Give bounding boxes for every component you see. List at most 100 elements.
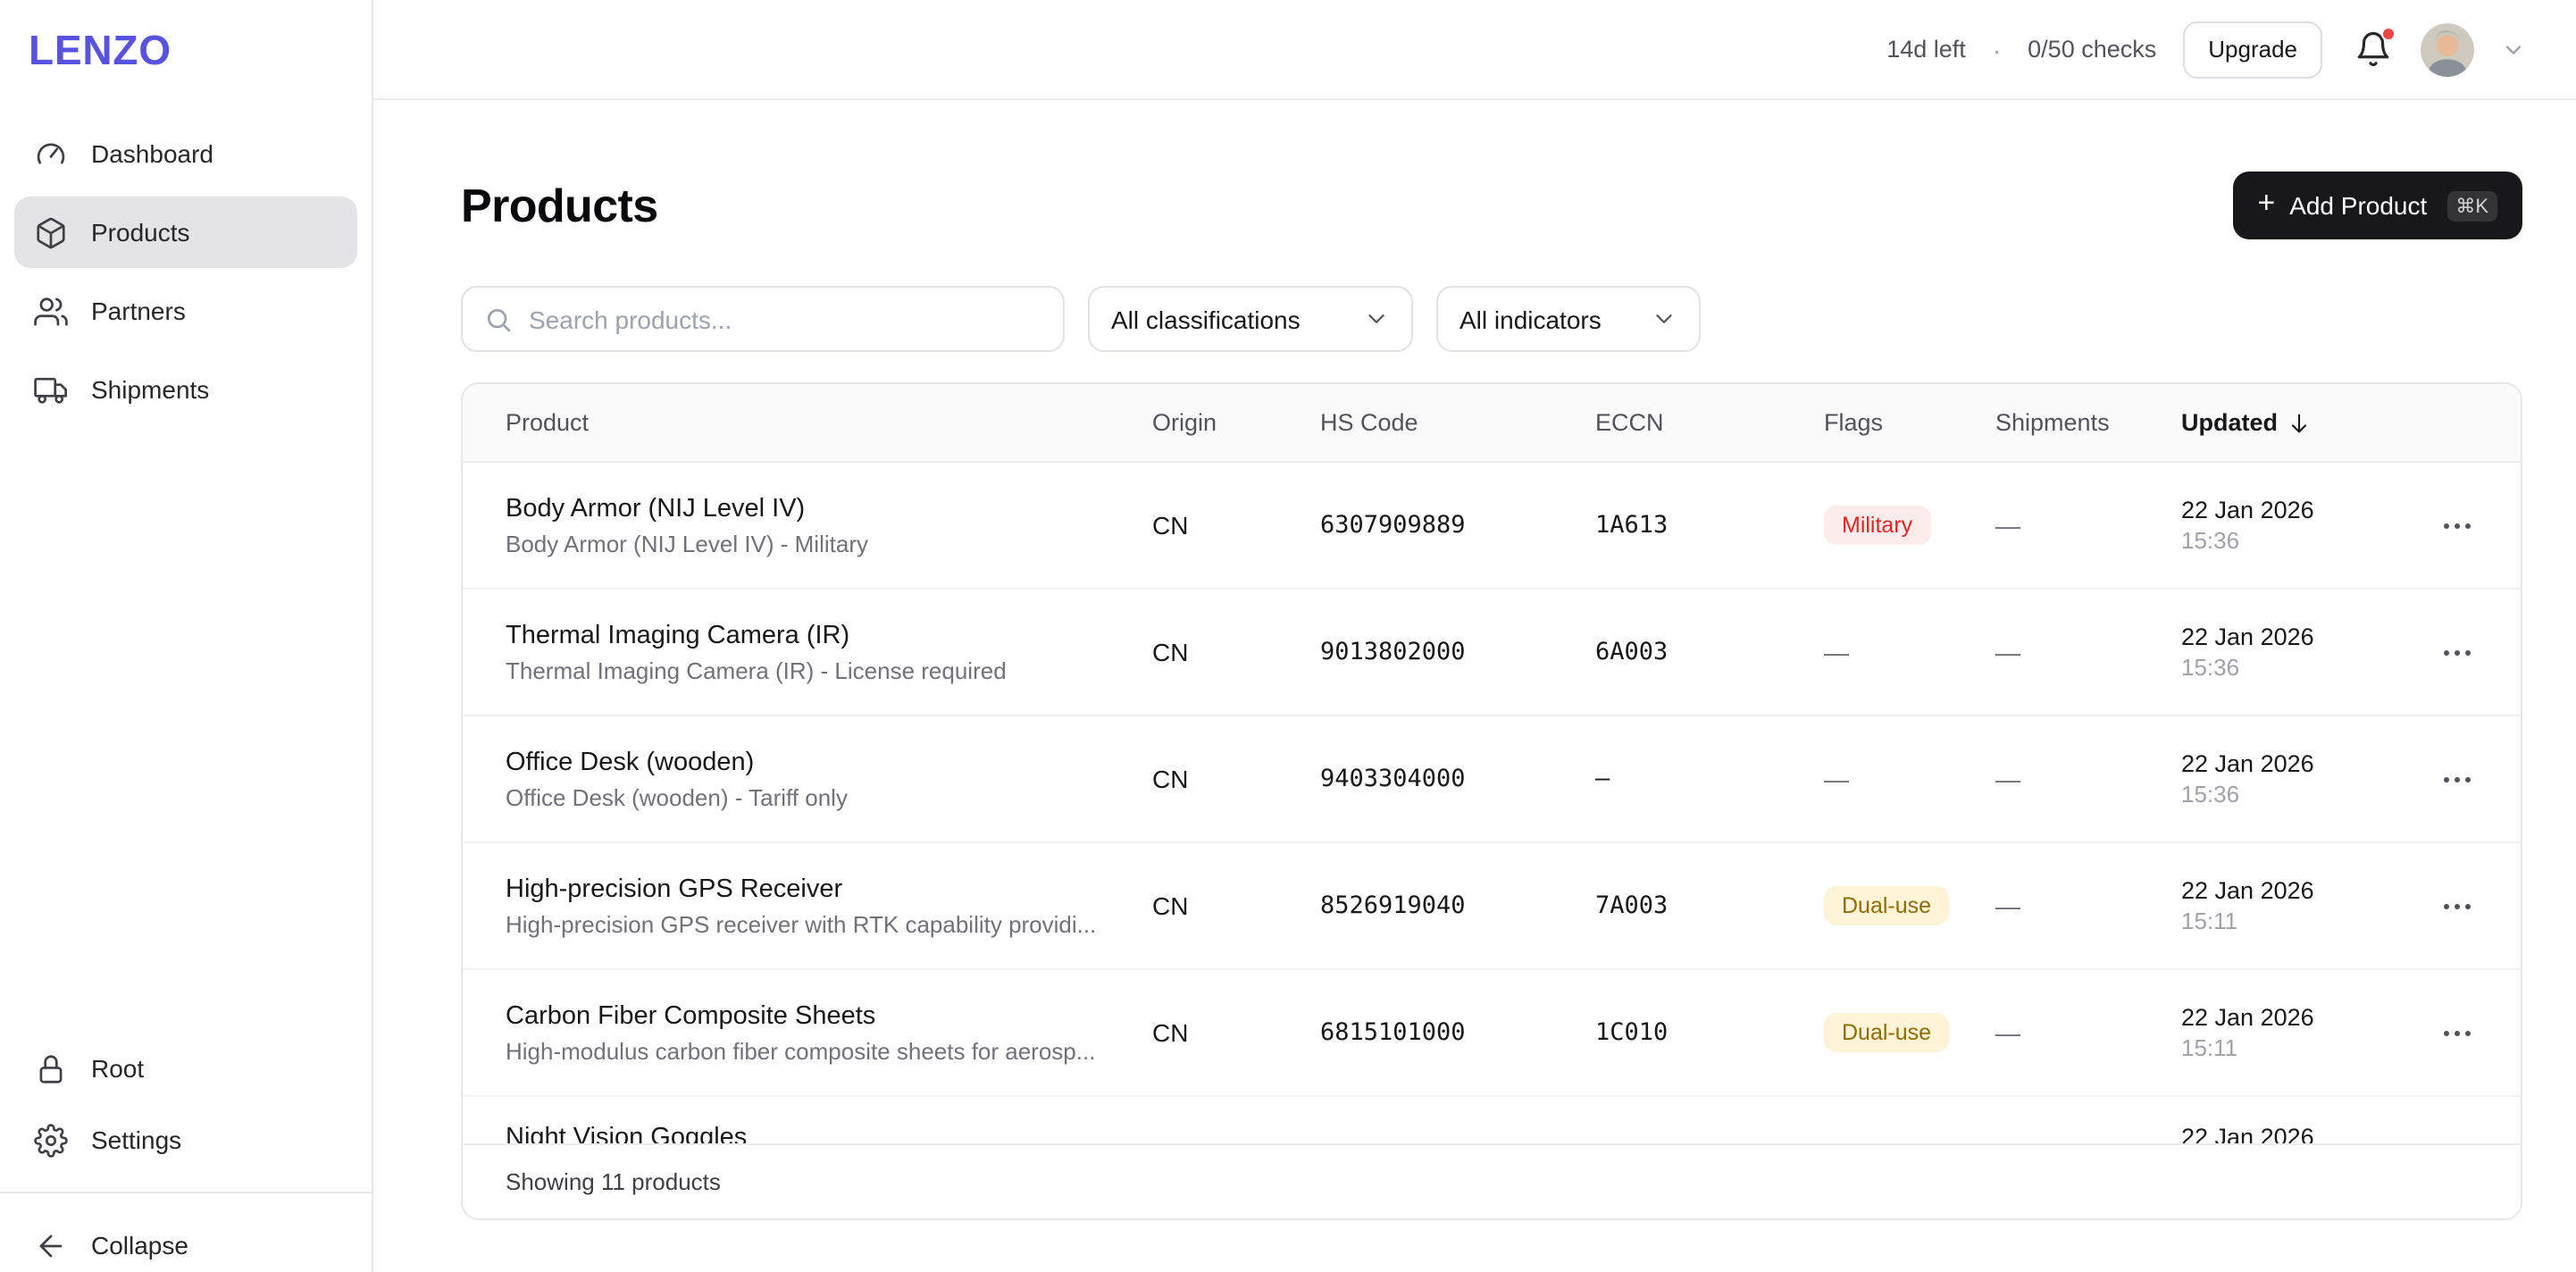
table-row[interactable]: Thermal Imaging Camera (IR) Thermal Imag…: [463, 590, 2521, 716]
column-header-hs-code[interactable]: HS Code: [1320, 409, 1418, 436]
flag-badge-military: Military: [1824, 506, 1931, 545]
updated-cell: 22 Jan 2026 15:36: [2181, 497, 2431, 554]
shipments-cell: —: [1995, 765, 2020, 793]
table-row[interactable]: High-precision GPS Receiver High-precisi…: [463, 843, 2521, 970]
top-bar: 14d left · 0/50 checks Upgrade: [373, 0, 2576, 100]
updated-cell: 22 Jan 2026 15:11: [2181, 877, 2431, 934]
sidebar-nav: Dashboard Products Partners Shipments: [0, 100, 372, 425]
product-cell: High-precision GPS Receiver High-precisi…: [506, 874, 1152, 937]
sidebar-item-products[interactable]: Products: [14, 197, 357, 268]
eccn-cell: 1A613: [1595, 511, 1669, 540]
product-description: High-modulus carbon fiber composite shee…: [506, 1037, 1096, 1064]
row-actions-button[interactable]: [2437, 889, 2478, 923]
sidebar-item-account[interactable]: Root: [14, 1033, 357, 1104]
products-table: Product Origin HS Code ECCN Flags Shipme…: [461, 382, 2522, 1220]
table-row-partial[interactable]: Night Vision Goggles 22 Jan 2026: [463, 1097, 2521, 1143]
column-header-product[interactable]: Product: [506, 409, 590, 436]
updated-time: 15:36: [2181, 781, 2240, 808]
product-cell: Office Desk (wooden) Office Desk (wooden…: [506, 748, 1152, 810]
chevron-down-icon: [2505, 45, 2522, 54]
box-icon: [37, 216, 65, 248]
column-header-eccn[interactable]: ECCN: [1595, 409, 1664, 436]
lock-icon: [39, 1054, 63, 1083]
classifications-filter-dropdown[interactable]: All classifications: [1088, 286, 1413, 352]
sidebar: LENZO Dashboard Products Partners Shipme…: [0, 0, 373, 1272]
product-description: Thermal Imaging Camera (IR) - License re…: [506, 657, 1007, 683]
column-header-flags[interactable]: Flags: [1824, 409, 1884, 436]
column-header-origin[interactable]: Origin: [1152, 409, 1217, 436]
column-header-updated[interactable]: Updated: [2181, 409, 2431, 436]
product-description: High-precision GPS receiver with RTK cap…: [506, 910, 1097, 937]
bell-icon: [2357, 31, 2389, 65]
truck-icon: [34, 376, 67, 403]
updated-time: 15:36: [2181, 527, 2240, 554]
main-content: Products + Add Product ⌘K All classifica…: [373, 100, 2576, 1272]
notification-dot: [2381, 26, 2396, 40]
updated-time: 15:36: [2181, 654, 2240, 681]
sidebar-divider: [0, 1192, 372, 1193]
sidebar-item-label: Dashboard: [91, 139, 213, 168]
product-name: Night Vision Goggles: [506, 1124, 748, 1143]
sidebar-item-label: Products: [91, 218, 190, 247]
row-actions-button[interactable]: [2437, 635, 2478, 669]
flag-badge-dual-use: Dual-use: [1824, 886, 1950, 925]
column-header-shipments[interactable]: Shipments: [1995, 409, 2110, 436]
flags-cell: Dual-use: [1824, 1013, 1995, 1052]
upgrade-button[interactable]: Upgrade: [2183, 21, 2322, 78]
product-description: Body Armor (NIJ Level IV) - Military: [506, 530, 868, 556]
sidebar-item-shipments[interactable]: Shipments: [14, 354, 357, 425]
collapse-label: Collapse: [91, 1231, 188, 1259]
origin-cell: CN: [1152, 511, 1189, 540]
brand-logo: LENZO: [29, 26, 171, 72]
row-actions-button[interactable]: [2437, 1016, 2478, 1050]
add-product-label: Add Product: [2289, 191, 2428, 220]
gear-icon: [34, 1123, 68, 1157]
product-name: Body Armor (NIJ Level IV): [506, 494, 806, 523]
table-row[interactable]: Body Armor (NIJ Level IV) Body Armor (NI…: [463, 463, 2521, 590]
user-avatar[interactable]: [2421, 22, 2474, 76]
filter-bar: All classifications All indicators: [461, 286, 2522, 352]
notifications-button[interactable]: [2354, 26, 2396, 69]
product-name: Office Desk (wooden): [506, 748, 755, 776]
updated-cell: 22 Jan 2026 15:36: [2181, 750, 2431, 808]
indicators-filter-dropdown[interactable]: All indicators: [1436, 286, 1701, 352]
keyboard-shortcut-badge: ⌘K: [2446, 190, 2497, 221]
account-label: Root: [91, 1054, 145, 1083]
hs-code-cell: 6307909889: [1320, 511, 1466, 540]
search-icon: [488, 308, 511, 331]
hs-code-cell: 9403304000: [1320, 765, 1466, 793]
gauge-icon: [37, 142, 65, 163]
product-name: Carbon Fiber Composite Sheets: [506, 1001, 876, 1030]
shipments-cell: —: [1995, 638, 2020, 666]
row-actions-button[interactable]: [2437, 508, 2478, 542]
product-cell: Body Armor (NIJ Level IV) Body Armor (NI…: [506, 494, 1152, 556]
title-row: Products + Add Product ⌘K: [461, 172, 2522, 239]
collapse-sidebar-button[interactable]: Collapse: [14, 1209, 357, 1272]
logo-area: LENZO: [0, 0, 372, 100]
hs-code-cell: 9013802000: [1320, 638, 1466, 666]
product-name: Thermal Imaging Camera (IR): [506, 621, 850, 649]
row-actions-button[interactable]: [2437, 762, 2478, 796]
settings-label: Settings: [91, 1126, 182, 1154]
add-product-button[interactable]: + Add Product ⌘K: [2232, 172, 2522, 239]
shipments-cell: —: [1995, 511, 2020, 540]
sidebar-item-dashboard[interactable]: Dashboard: [14, 118, 357, 189]
search-input[interactable]: [529, 305, 1041, 333]
user-menu-button[interactable]: [2501, 37, 2526, 62]
updated-date: 22 Jan 2026: [2181, 497, 2314, 523]
product-cell: Carbon Fiber Composite Sheets High-modul…: [506, 1001, 1152, 1064]
table-row[interactable]: Office Desk (wooden) Office Desk (wooden…: [463, 716, 2521, 843]
origin-cell: CN: [1152, 765, 1189, 793]
updated-date: 22 Jan 2026: [2181, 750, 2314, 777]
updated-cell: 22 Jan 2026 15:11: [2181, 1004, 2431, 1061]
table-row[interactable]: Carbon Fiber Composite Sheets High-modul…: [463, 970, 2521, 1097]
updated-date: 22 Jan 2026: [2181, 623, 2314, 650]
avatar-image: [2421, 22, 2474, 76]
sidebar-item-partners[interactable]: Partners: [14, 275, 357, 347]
product-description: Office Desk (wooden) - Tariff only: [506, 783, 848, 810]
sidebar-item-label: Partners: [91, 297, 186, 325]
updated-date: 22 Jan 2026: [2181, 1004, 2314, 1031]
updated-header-label: Updated: [2181, 409, 2278, 436]
sidebar-item-settings[interactable]: Settings: [14, 1104, 357, 1176]
